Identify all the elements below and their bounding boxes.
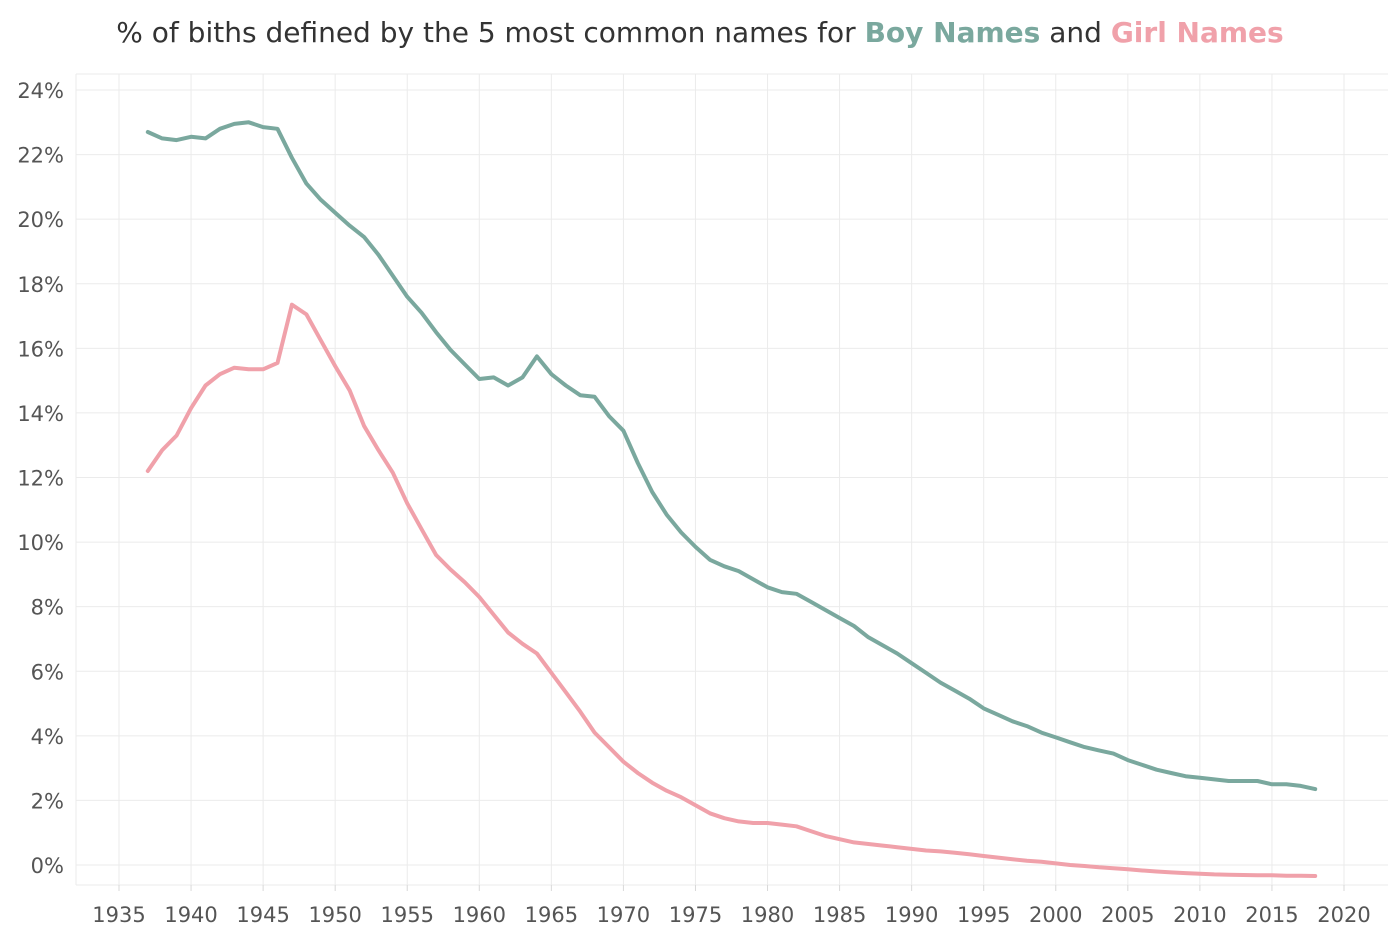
x-tick-label: 1990: [885, 903, 938, 927]
y-tick-label: 8%: [31, 596, 64, 620]
title-and: and: [1049, 16, 1102, 49]
y-tick-label: 16%: [17, 337, 64, 361]
title-boy-names: Boy Names: [864, 16, 1041, 49]
x-tick-label: 1995: [957, 903, 1010, 927]
y-tick-label: 14%: [17, 402, 64, 426]
x-tick-label: 1970: [597, 903, 650, 927]
x-tick-label: 1950: [308, 903, 361, 927]
x-tick-label: 1955: [381, 903, 434, 927]
x-tick-label: 2010: [1173, 903, 1226, 927]
x-tick-label: 2000: [1029, 903, 1082, 927]
title-girl-names: Girl Names: [1110, 16, 1284, 49]
x-tick-label: 1960: [453, 903, 506, 927]
title-prefix: % of biths defined by the 5 most common …: [116, 16, 856, 49]
y-tick-label: 10%: [17, 531, 64, 555]
y-tick-label: 20%: [17, 208, 64, 232]
y-tick-label: 24%: [17, 79, 64, 103]
grid: [75, 73, 1388, 886]
x-tick-label: 1985: [813, 903, 866, 927]
girl-names-line: [145, 302, 1318, 878]
x-tick-label: 1975: [669, 903, 722, 927]
y-axis: 0% 2% 4% 6% 8% 10% 12% 14% 16% 18% 20% 22% 24%: [17, 79, 64, 878]
y-tick-label: 12%: [17, 467, 64, 491]
y-tick-label: 0%: [31, 854, 64, 878]
y-tick-label: 18%: [17, 273, 64, 297]
y-tick-label: 4%: [31, 725, 64, 749]
x-tick-label: 1980: [741, 903, 794, 927]
chart-title: % of biths defined by the 5 most common …: [0, 16, 1400, 49]
x-tick-label: 1945: [236, 903, 289, 927]
x-tick-label: 2020: [1317, 903, 1370, 927]
boy-names-line: [145, 120, 1318, 792]
x-tick-label: 1965: [525, 903, 578, 927]
x-tick-label: 1940: [164, 903, 217, 927]
series-lines: [145, 120, 1318, 878]
y-tick-label: 6%: [31, 660, 64, 684]
x-tick-label: 2015: [1245, 903, 1298, 927]
y-tick-label: 22%: [17, 144, 64, 168]
x-tick-label: 1935: [92, 903, 145, 927]
x-axis: 1935 1940 1945 1950 1955 1960 1965 1970 1975 1980…: [92, 885, 1371, 927]
y-tick-label: 2%: [31, 789, 64, 813]
x-tick-label: 2005: [1101, 903, 1154, 927]
